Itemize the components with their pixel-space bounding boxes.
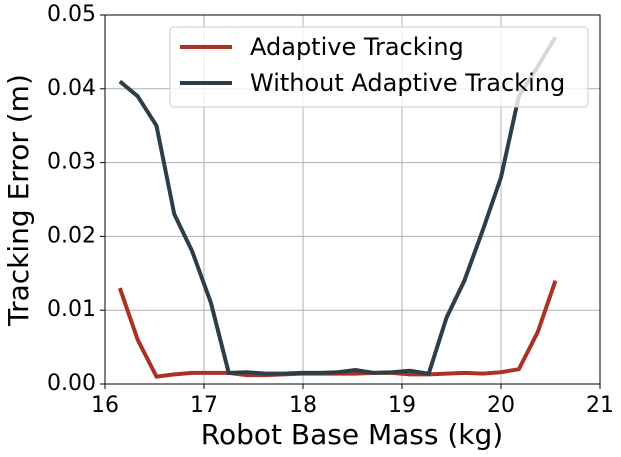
y-tick-label: 0.05 bbox=[47, 2, 96, 27]
legend-label: Without Adaptive Tracking bbox=[250, 69, 565, 97]
data-line bbox=[118, 36, 558, 376]
x-tick-label: 20 bbox=[487, 393, 515, 418]
y-axis-label: Tracking Error (m) bbox=[2, 74, 35, 327]
y-tick-label: 0.04 bbox=[47, 76, 96, 101]
legend-box bbox=[169, 26, 589, 108]
y-tick-label: 0.03 bbox=[47, 150, 96, 175]
y-tick-label: 0.00 bbox=[47, 371, 96, 396]
x-tick-label: 17 bbox=[190, 393, 218, 418]
y-tick-label: 0.01 bbox=[47, 297, 96, 322]
x-tick-label: 21 bbox=[586, 393, 614, 418]
x-tick-label: 19 bbox=[388, 393, 416, 418]
data-line bbox=[117, 280, 558, 379]
x-tick-label: 18 bbox=[289, 393, 317, 418]
x-tick-label: 16 bbox=[91, 393, 119, 418]
x-axis-label: Robot Base Mass (kg) bbox=[201, 418, 503, 451]
y-tick-label: 0.02 bbox=[47, 223, 96, 248]
legend-label: Adaptive Tracking bbox=[250, 33, 464, 61]
plot-frame bbox=[104, 14, 601, 385]
